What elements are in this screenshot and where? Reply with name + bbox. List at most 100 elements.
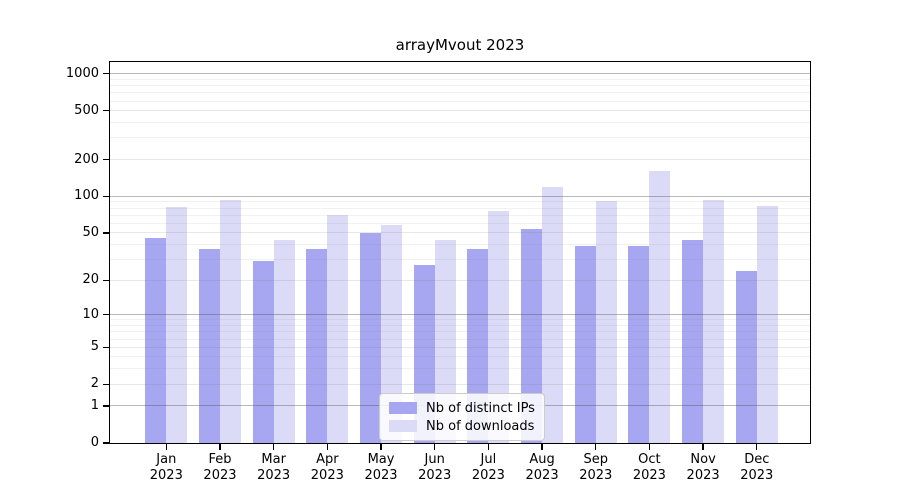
legend-row-downloads: Nb of downloads: [389, 417, 535, 435]
bar-distinct-ips-feb-2023: [198, 248, 220, 443]
gridline-1000: [110, 73, 810, 75]
y-tick-label-1: 1: [90, 397, 99, 413]
bar-distinct-ips-nov-2023: [682, 239, 704, 443]
y-tick-label-100: 100: [74, 188, 99, 204]
gridline-5: [110, 346, 810, 348]
bar-distinct-ips-aug-2023: [521, 228, 543, 443]
y-tick-label-20: 20: [82, 272, 99, 288]
x-tick-label-line: 2023: [418, 468, 452, 483]
bar-downloads-jun-2023: [434, 239, 456, 443]
bars-layer: [110, 61, 810, 443]
gridline-10: [110, 314, 810, 316]
x-tick-label-line: 2023: [525, 468, 559, 483]
legend-swatch-downloads: [389, 420, 417, 432]
gridline-900: [110, 78, 810, 80]
y-tick-5: [103, 346, 110, 348]
x-tick-label-10: Oct 2023: [617, 452, 681, 484]
spine-left: [109, 60, 111, 444]
bar-distinct-ips-oct-2023: [628, 245, 650, 443]
x-tick-label-line: 2023: [364, 468, 398, 483]
bar-downloads-mar-2023: [273, 239, 295, 443]
x-tick-label-line: 2023: [203, 468, 237, 483]
x-tick-label-line: Mar: [261, 452, 286, 467]
gridline-400: [110, 122, 810, 124]
y-tick-label-1000: 1000: [65, 65, 99, 81]
x-tick-label-3: Mar 2023: [242, 452, 306, 484]
x-tick-label-9: Sep 2023: [564, 452, 628, 484]
y-tick-200: [103, 158, 110, 161]
x-tick-label-2: Feb 2023: [188, 452, 252, 484]
gridline-800: [110, 85, 810, 87]
x-tick-label-line: Jan: [156, 452, 177, 467]
y-tick-label-50: 50: [82, 224, 99, 240]
bar-downloads-sep-2023: [595, 200, 617, 443]
x-tick-label-line: Jul: [480, 452, 497, 467]
x-tick-7: [487, 443, 490, 450]
x-tick-label-8: Aug 2023: [510, 452, 574, 484]
gridline-600: [110, 100, 810, 102]
gridline-4: [110, 356, 810, 358]
gridline-70: [110, 214, 810, 216]
bar-downloads-feb-2023: [219, 200, 241, 443]
gridline-100: [110, 195, 810, 197]
legend: Nb of distinct IPs Nb of downloads: [379, 393, 545, 441]
x-tick-label-line: Sep: [583, 452, 608, 467]
gridline-60: [110, 222, 810, 224]
x-tick-label-line: 2023: [740, 468, 774, 483]
y-tick-20: [103, 279, 110, 281]
gridline-700: [110, 92, 810, 94]
bar-downloads-aug-2023: [542, 186, 564, 443]
x-tick-label-line: 2023: [632, 468, 666, 483]
spine-top: [109, 60, 811, 62]
legend-label-distinct-ips: Nb of distinct IPs: [426, 400, 535, 416]
gridline-200: [110, 159, 810, 161]
bar-downloads-jul-2023: [488, 210, 510, 443]
x-tick-label-line: Feb: [208, 452, 232, 467]
bar-downloads-may-2023: [381, 225, 403, 443]
y-tick-2: [103, 383, 110, 385]
gridline-50: [110, 232, 810, 234]
bar-distinct-ips-apr-2023: [306, 248, 328, 443]
x-tick-4: [326, 443, 328, 450]
bar-distinct-ips-may-2023: [360, 232, 382, 443]
x-tick-12: [756, 443, 758, 450]
x-tick-label-5: May 2023: [349, 452, 413, 484]
x-tick-label-line: 2023: [686, 468, 720, 483]
x-tick-1: [165, 443, 167, 450]
gridline-9: [110, 319, 810, 321]
y-tick-label-10: 10: [82, 306, 99, 322]
gridline-3: [110, 368, 810, 370]
y-tick-10: [103, 314, 110, 316]
x-tick-label-line: Dec: [744, 452, 770, 467]
x-tick-label-11: Nov 2023: [671, 452, 735, 484]
x-tick-label-6: Jun 2023: [403, 452, 467, 484]
y-tick-label-0: 0: [90, 435, 99, 450]
spine-right: [809, 60, 811, 444]
bar-downloads-nov-2023: [703, 199, 725, 443]
x-tick-11: [702, 443, 704, 450]
y-tick-100: [103, 195, 110, 197]
x-tick-10: [648, 443, 651, 450]
legend-label-downloads: Nb of downloads: [426, 418, 535, 434]
x-tick-label-7: Jul 2023: [456, 452, 520, 484]
bar-distinct-ips-mar-2023: [252, 261, 274, 443]
gridline-20: [110, 279, 810, 281]
bar-distinct-ips-jan-2023: [145, 238, 167, 443]
x-tick-5: [380, 443, 382, 450]
gridline-30: [110, 258, 810, 260]
x-tick-2: [219, 443, 221, 450]
x-tick-label-line: Apr: [316, 452, 339, 467]
gridlines-layer: [110, 61, 810, 443]
gridline-500: [110, 110, 810, 112]
gridline-80: [110, 207, 810, 209]
y-tick-label-200: 200: [74, 151, 99, 167]
x-tick-label-line: 2023: [310, 468, 344, 483]
gridline-6: [110, 338, 810, 340]
gridline-8: [110, 325, 810, 327]
x-tick-label-line: Nov: [690, 452, 716, 467]
y-tick-0: [103, 442, 110, 444]
gridline-40: [110, 244, 810, 246]
gridline-2: [110, 383, 810, 385]
y-tick-1: [103, 405, 110, 407]
